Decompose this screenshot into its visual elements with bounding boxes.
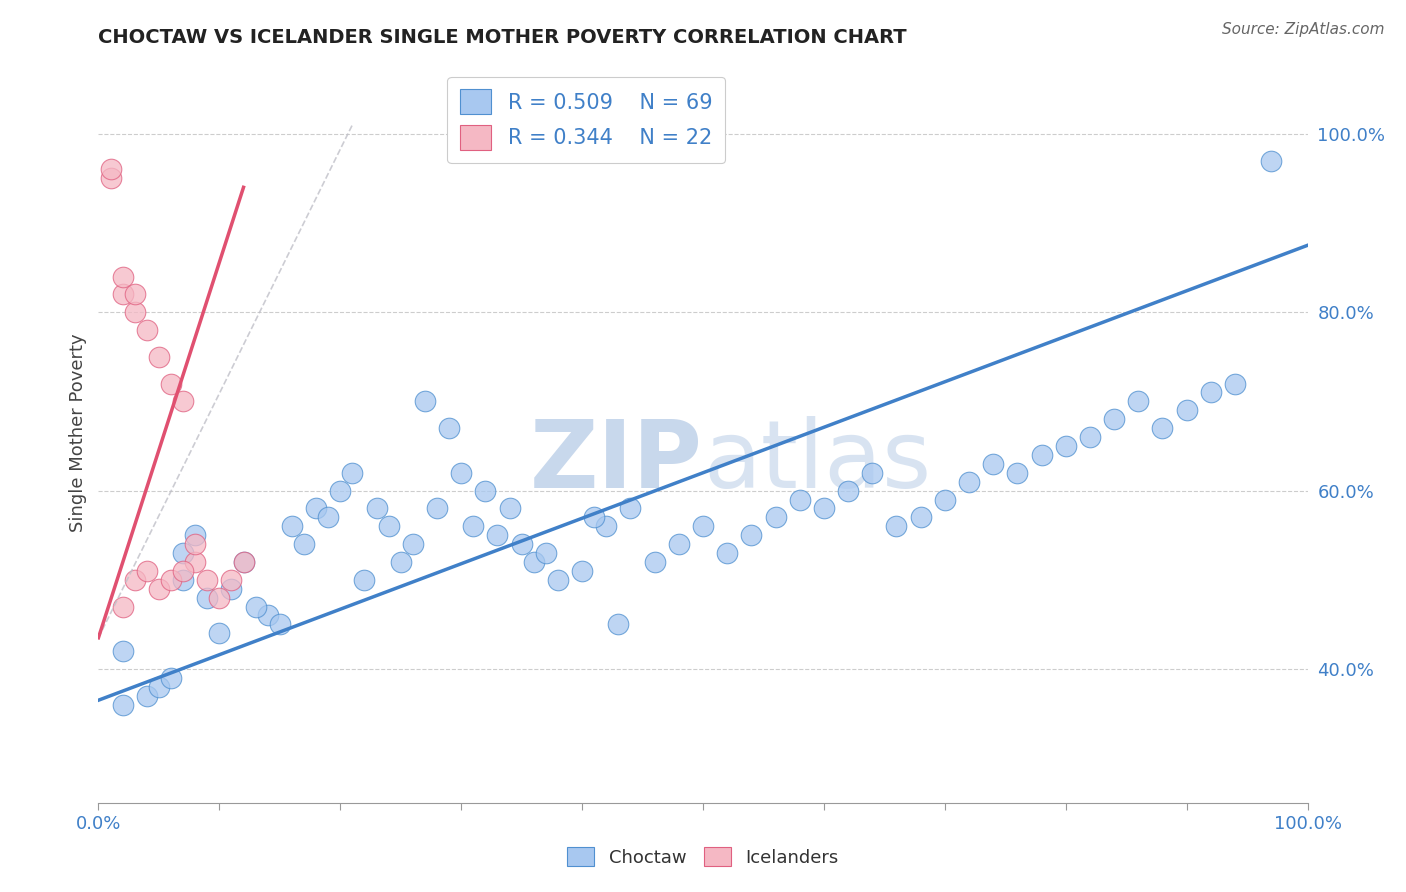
- Point: [1054, 439, 1077, 453]
- Point: [789, 492, 811, 507]
- Point: [208, 591, 231, 605]
- Point: [172, 564, 194, 578]
- Point: [208, 626, 231, 640]
- Point: [100, 171, 122, 186]
- Point: [232, 555, 254, 569]
- Point: [1078, 430, 1101, 444]
- Point: [269, 617, 291, 632]
- Point: [1260, 153, 1282, 168]
- Text: atlas: atlas: [703, 417, 931, 508]
- Point: [172, 394, 194, 409]
- Point: [124, 573, 146, 587]
- Point: [619, 501, 641, 516]
- Point: [172, 546, 194, 560]
- Point: [111, 269, 134, 284]
- Point: [1128, 394, 1150, 409]
- Point: [813, 501, 835, 516]
- Point: [111, 698, 134, 712]
- Point: [1199, 385, 1222, 400]
- Point: [245, 599, 267, 614]
- Point: [426, 501, 449, 516]
- Point: [1007, 466, 1029, 480]
- Point: [886, 519, 908, 533]
- Point: [377, 519, 399, 533]
- Point: [1223, 376, 1246, 391]
- Point: [316, 510, 339, 524]
- Point: [353, 573, 375, 587]
- Point: [184, 528, 207, 542]
- Point: [148, 582, 170, 596]
- Point: [148, 350, 170, 364]
- Point: [195, 573, 218, 587]
- Point: [135, 564, 157, 578]
- Point: [160, 671, 183, 685]
- Point: [583, 510, 606, 524]
- Point: [160, 573, 183, 587]
- Point: [474, 483, 496, 498]
- Point: [486, 528, 509, 542]
- Point: [402, 537, 425, 551]
- Point: [305, 501, 328, 516]
- Point: [195, 591, 218, 605]
- Y-axis label: Single Mother Poverty: Single Mother Poverty: [69, 334, 87, 532]
- Point: [510, 537, 533, 551]
- Point: [160, 376, 183, 391]
- Point: [221, 582, 243, 596]
- Point: [837, 483, 859, 498]
- Point: [692, 519, 714, 533]
- Point: [281, 519, 304, 533]
- Point: [366, 501, 388, 516]
- Text: Source: ZipAtlas.com: Source: ZipAtlas.com: [1222, 22, 1385, 37]
- Point: [184, 537, 207, 551]
- Point: [498, 501, 520, 516]
- Point: [172, 573, 194, 587]
- Legend: Choctaw, Icelanders: Choctaw, Icelanders: [560, 840, 846, 874]
- Point: [957, 475, 980, 489]
- Point: [534, 546, 557, 560]
- Point: [910, 510, 932, 524]
- Point: [232, 555, 254, 569]
- Point: [124, 305, 146, 319]
- Point: [135, 689, 157, 703]
- Point: [413, 394, 436, 409]
- Point: [184, 555, 207, 569]
- Point: [256, 608, 278, 623]
- Point: [124, 287, 146, 301]
- Point: [437, 421, 460, 435]
- Point: [342, 466, 364, 480]
- Point: [547, 573, 569, 587]
- Point: [148, 680, 170, 694]
- Point: [1102, 412, 1125, 426]
- Point: [607, 617, 630, 632]
- Point: [981, 457, 1004, 471]
- Point: [111, 644, 134, 658]
- Point: [111, 599, 134, 614]
- Point: [523, 555, 546, 569]
- Point: [1031, 448, 1053, 462]
- Point: [595, 519, 617, 533]
- Text: ZIP: ZIP: [530, 417, 703, 508]
- Legend: R = 0.509    N = 69, R = 0.344    N = 22: R = 0.509 N = 69, R = 0.344 N = 22: [447, 77, 725, 163]
- Point: [135, 323, 157, 337]
- Point: [389, 555, 412, 569]
- Point: [221, 573, 243, 587]
- Point: [668, 537, 690, 551]
- Point: [1152, 421, 1174, 435]
- Point: [1175, 403, 1198, 417]
- Point: [463, 519, 485, 533]
- Point: [860, 466, 883, 480]
- Point: [934, 492, 956, 507]
- Point: [100, 162, 122, 177]
- Point: [292, 537, 315, 551]
- Text: CHOCTAW VS ICELANDER SINGLE MOTHER POVERTY CORRELATION CHART: CHOCTAW VS ICELANDER SINGLE MOTHER POVER…: [98, 28, 907, 47]
- Point: [765, 510, 787, 524]
- Point: [111, 287, 134, 301]
- Point: [571, 564, 593, 578]
- Point: [329, 483, 352, 498]
- Point: [450, 466, 472, 480]
- Point: [740, 528, 762, 542]
- Point: [716, 546, 738, 560]
- Point: [644, 555, 666, 569]
